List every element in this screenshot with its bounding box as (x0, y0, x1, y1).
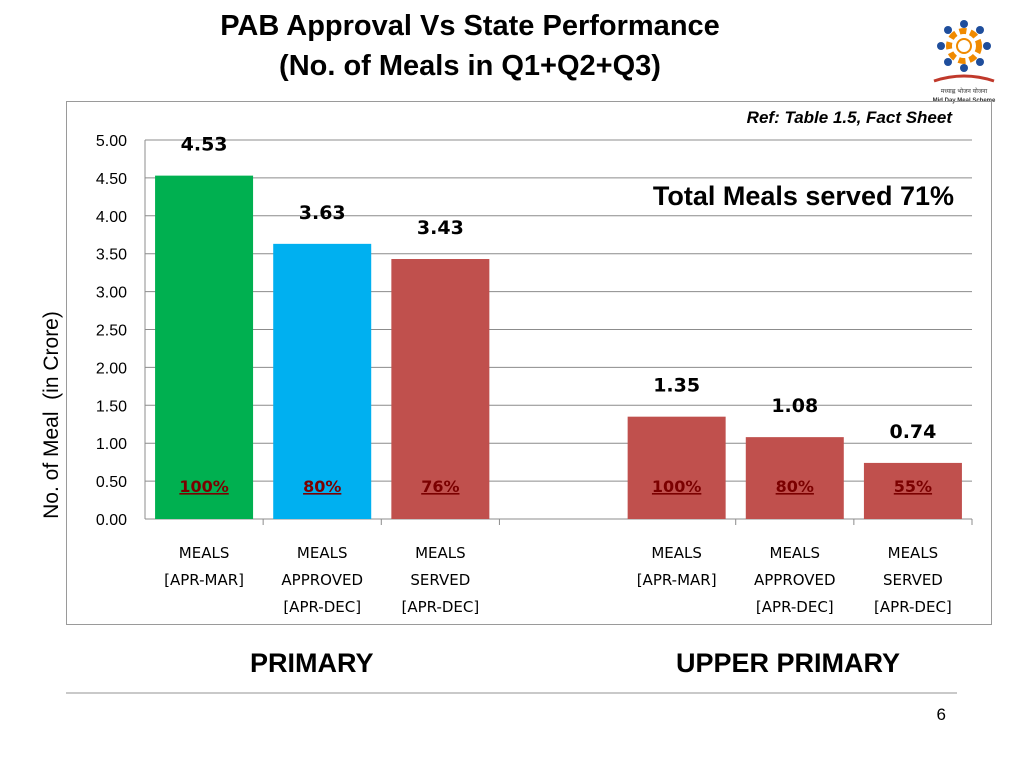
bar (273, 243, 372, 519)
x-tick-label: MEALS (770, 544, 821, 562)
total-meals-note: Total Meals served 71% (652, 181, 954, 211)
slide-title-line1: PAB Approval Vs State Performance (220, 10, 720, 42)
x-tick-label: MEALS (179, 544, 230, 562)
logo-caption-1: मध्याह्न भोजन योजना (941, 87, 988, 95)
x-tick-label: MEALS (297, 544, 348, 562)
reference-note: Ref: Table 1.5, Fact Sheet (746, 108, 952, 127)
y-tick-label: 2.00 (96, 360, 127, 377)
chart-frame (66, 101, 992, 625)
percent-label: 80% (303, 477, 341, 496)
percent-label: 55% (894, 477, 932, 496)
data-label: 0.74 (889, 421, 936, 443)
x-tick-label: [APR-MAR] (164, 571, 244, 589)
data-label: 1.35 (653, 375, 700, 397)
bar (745, 437, 844, 519)
x-tick-label: MEALS (651, 544, 702, 562)
y-tick-label: 2.50 (96, 323, 127, 340)
data-label: 1.08 (771, 395, 818, 417)
percent-label: 76% (421, 477, 459, 496)
slide-title-line2: (No. of Meals in Q1+Q2+Q3) (279, 50, 661, 82)
y-tick-label: 4.00 (96, 209, 127, 226)
bar (627, 416, 726, 519)
y-tick-label: 4.50 (96, 171, 127, 188)
y-tick-label: 1.00 (96, 436, 127, 453)
x-tick-label: [APR-DEC] (283, 598, 361, 616)
bar (391, 259, 490, 519)
data-label: 4.53 (181, 134, 228, 156)
bar (863, 462, 962, 519)
x-tick-label: SERVED (883, 571, 943, 589)
data-label: 3.43 (417, 217, 464, 239)
x-tick-label: MEALS (415, 544, 466, 562)
y-tick-label: 3.50 (96, 247, 127, 264)
percent-label: 100% (179, 477, 228, 496)
divider (66, 692, 957, 694)
page-number: 6 (936, 705, 946, 724)
percent-label: 100% (652, 477, 701, 496)
percent-label: 80% (776, 477, 814, 496)
x-tick-label: [APR-MAR] (637, 571, 717, 589)
x-tick-label: SERVED (410, 571, 470, 589)
x-tick-label: [APR-DEC] (401, 598, 479, 616)
y-axis-label: No. of Meal (in Crore) (40, 311, 63, 519)
y-tick-label: 0.00 (96, 512, 127, 529)
y-tick-label: 1.50 (96, 398, 127, 415)
x-tick-label: [APR-DEC] (756, 598, 834, 616)
bar (155, 175, 254, 519)
y-tick-label: 3.00 (96, 285, 127, 302)
data-label: 3.63 (299, 202, 346, 224)
x-tick-label: [APR-DEC] (874, 598, 952, 616)
x-tick-label: APPROVED (281, 571, 363, 589)
x-tick-label: MEALS (888, 544, 939, 562)
group-label-primary: PRIMARY (250, 648, 374, 678)
y-tick-label: 5.00 (96, 133, 127, 150)
y-tick-label: 0.50 (96, 474, 127, 491)
x-tick-label: APPROVED (754, 571, 836, 589)
group-label-upper-primary: UPPER PRIMARY (676, 648, 901, 678)
